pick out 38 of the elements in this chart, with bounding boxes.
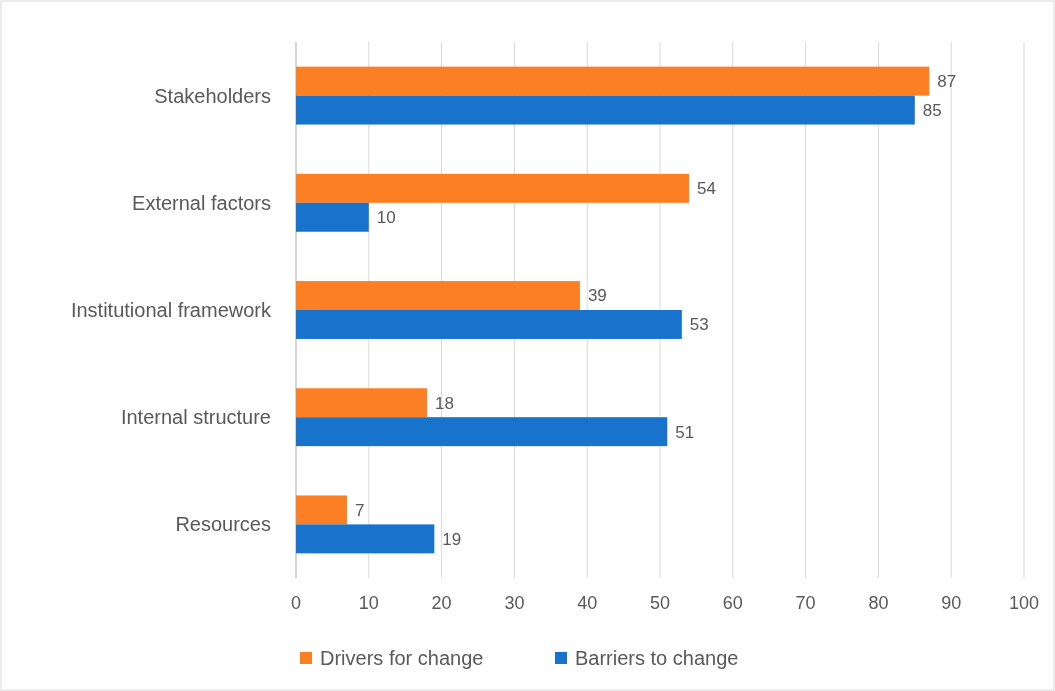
y-tick-label: Institutional framework: [70, 299, 272, 321]
data-label: 85: [922, 101, 942, 121]
data-label: 87: [937, 72, 957, 92]
x-tick-label: 60: [722, 593, 743, 613]
x-tick-label: 70: [795, 593, 816, 613]
bar: [296, 202, 369, 232]
y-tick-label: Resources: [175, 513, 271, 536]
x-tick-label: 10: [358, 593, 379, 613]
y-tick-label: Stakeholders: [154, 84, 271, 107]
bar: [296, 417, 668, 447]
x-tick-label: 0: [290, 593, 302, 613]
data-label: 18: [435, 393, 454, 413]
bar: [296, 95, 915, 125]
data-label: 53: [689, 315, 709, 335]
x-tick-label: 30: [504, 593, 525, 613]
bar: [296, 66, 930, 96]
data-label: 10: [376, 208, 396, 228]
x-tick-label: 80: [868, 593, 889, 613]
x-tick-label: 90: [941, 593, 962, 613]
data-label: 39: [587, 286, 607, 306]
y-tick-label: External factors: [132, 191, 271, 214]
x-tick-label: 20: [431, 593, 452, 613]
bar: [296, 388, 428, 418]
data-label: 51: [675, 422, 695, 442]
data-label: 7: [354, 500, 365, 520]
legend-label: Drivers for change: [320, 647, 484, 669]
legend-label: Barriers to change: [575, 647, 739, 669]
bar: [296, 524, 435, 554]
x-tick-label: 40: [577, 593, 598, 613]
bar: [296, 310, 682, 339]
x-tick-label: 50: [649, 593, 671, 613]
y-tick-label: Internal structure: [120, 406, 271, 429]
bar: [296, 281, 580, 310]
data-label: 54: [697, 179, 717, 199]
bar: [296, 495, 347, 525]
data-label: 19: [442, 529, 462, 549]
x-tick-label: 100: [1008, 593, 1040, 613]
bar: [296, 173, 690, 203]
